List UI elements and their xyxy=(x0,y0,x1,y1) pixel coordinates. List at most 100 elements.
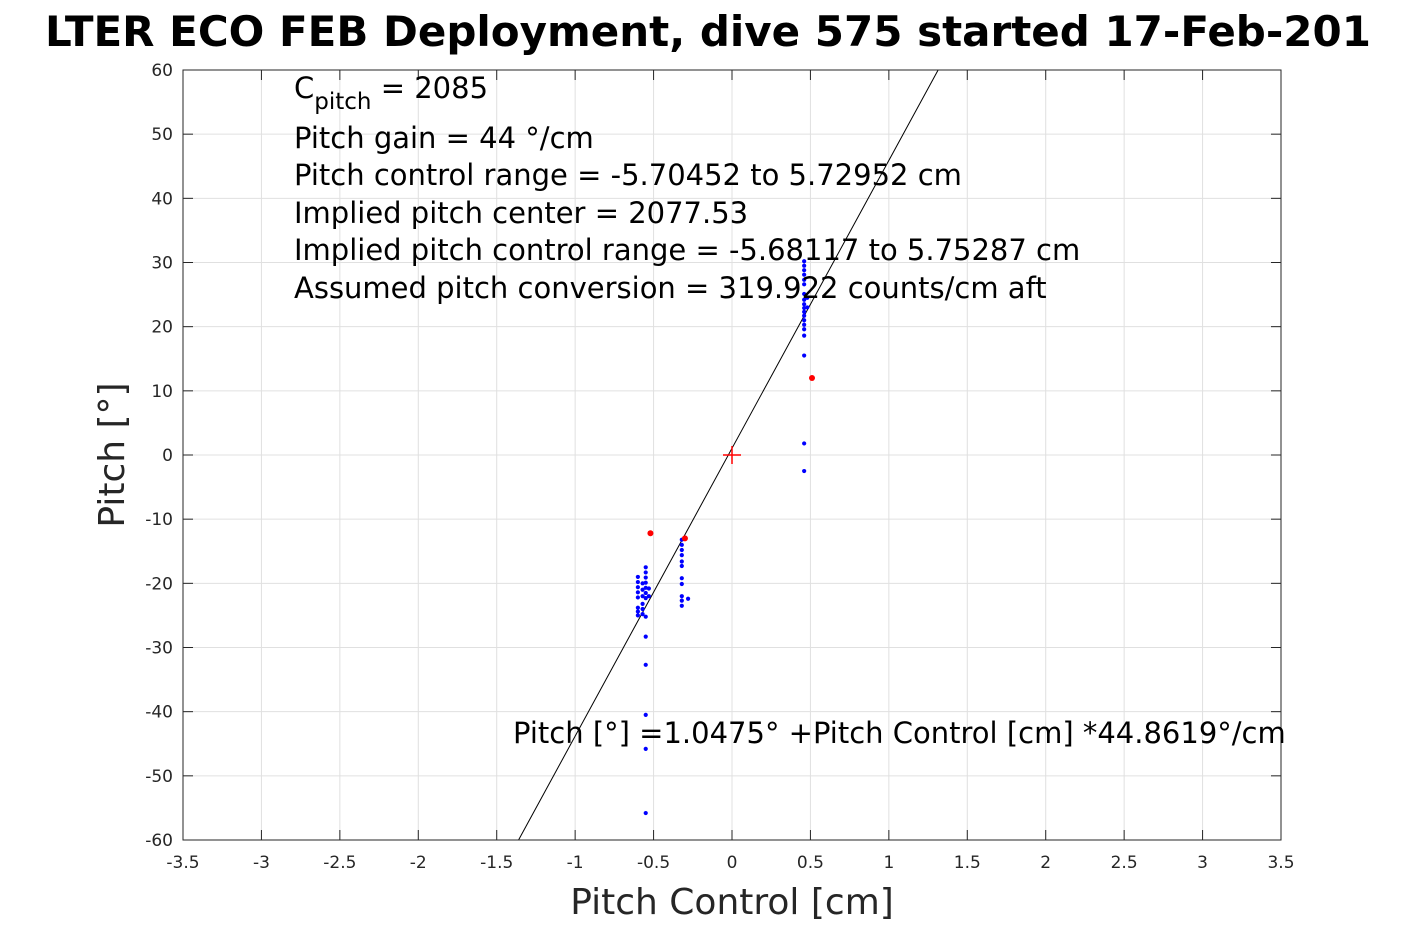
data-point xyxy=(635,574,640,580)
c-pitch-subscript: pitch xyxy=(314,89,371,115)
annotation-implied-pitch-center: Implied pitch center = 2077.53 xyxy=(294,196,748,230)
x-tick-label: -2.5 xyxy=(323,853,356,873)
x-tick-label: -1 xyxy=(567,853,584,873)
data-point xyxy=(643,712,648,717)
c-pitch-symbol: C xyxy=(294,71,314,105)
data-point xyxy=(679,553,684,558)
chart-title: LTER ECO FEB Deployment, dive 575 starte… xyxy=(45,7,1371,56)
data-point xyxy=(802,468,807,474)
data-point xyxy=(635,613,640,618)
x-tick-label: 0.5 xyxy=(797,853,824,873)
x-tick-label: -1.5 xyxy=(480,853,513,873)
x-tick-label: 2 xyxy=(1040,853,1051,873)
data-point xyxy=(635,595,640,600)
data-point xyxy=(643,614,648,619)
annotation-pitch-control-range: Pitch control range = -5.70452 to 5.7295… xyxy=(294,158,962,192)
y-tick-label: 50 xyxy=(151,125,173,145)
data-point xyxy=(802,309,807,315)
data-point xyxy=(643,746,648,751)
data-point xyxy=(802,268,807,273)
data-point xyxy=(802,333,807,338)
x-tick-label: 1 xyxy=(883,853,894,873)
data-point xyxy=(643,662,648,667)
annotation-implied-pitch-control-range: Implied pitch control range = -5.68117 t… xyxy=(294,233,1080,267)
plot-frame xyxy=(182,69,1282,841)
data-point xyxy=(635,579,640,585)
x-tick-label: -2 xyxy=(410,853,427,873)
y-tick-label: -10 xyxy=(145,510,173,530)
data-point xyxy=(802,313,807,318)
y-tick-label: -30 xyxy=(145,639,173,659)
data-point xyxy=(640,612,645,617)
x-tick-label: 2.5 xyxy=(1111,853,1138,873)
x-tick-label: 0 xyxy=(727,853,738,873)
y-tick-label: -40 xyxy=(145,703,173,723)
data-point xyxy=(802,302,807,307)
data-point xyxy=(679,598,684,603)
data-point xyxy=(679,576,684,581)
data-point xyxy=(640,601,645,606)
y-tick-label: 10 xyxy=(151,382,173,402)
data-point xyxy=(640,606,645,612)
data-point xyxy=(679,542,684,547)
data-point xyxy=(679,581,684,587)
data-point xyxy=(643,595,648,601)
annotation-fit-equation: Pitch [°] =1.0475° +Pitch Control [cm] *… xyxy=(513,716,1286,750)
data-point xyxy=(802,353,807,358)
data-point xyxy=(679,594,684,599)
y-tick-label: 60 xyxy=(151,61,173,81)
data-point xyxy=(802,441,807,446)
data-point xyxy=(802,327,807,332)
y-tick-label: -20 xyxy=(145,574,173,594)
y-tick-label: -50 xyxy=(145,767,173,787)
data-point xyxy=(640,581,645,586)
annotation-c-pitch: Cpitch = 2085 xyxy=(294,71,488,115)
y-tick-label: -60 xyxy=(145,831,173,851)
data-point xyxy=(802,263,807,268)
data-point xyxy=(643,580,648,585)
data-point xyxy=(643,810,648,816)
data-point xyxy=(802,305,807,311)
x-tick-label: -3 xyxy=(253,853,270,873)
data-point xyxy=(802,282,807,287)
x-tick-label: 1.5 xyxy=(954,853,981,873)
y-tick-label: 30 xyxy=(151,254,173,274)
c-pitch-value: = 2085 xyxy=(371,71,488,105)
data-point xyxy=(643,565,648,570)
outlier-point xyxy=(647,530,654,537)
data-point xyxy=(646,586,651,591)
data-point xyxy=(805,295,810,300)
data-point xyxy=(640,594,645,599)
data-point xyxy=(679,559,684,564)
ticks-layer: -3.5 -3 -2.5 -2 -1.5 -1 -0.5 0 0.5 1 1.5 2 2.5 3 3.5 -6… xyxy=(145,61,1294,873)
data-point xyxy=(802,291,807,297)
data-point xyxy=(635,590,640,595)
data-point xyxy=(805,305,810,310)
x-axis-label: Pitch Control [cm] xyxy=(570,882,894,923)
data-point xyxy=(685,596,691,601)
data-point xyxy=(643,575,648,580)
data-point xyxy=(643,585,648,590)
y-tick-label: 20 xyxy=(151,318,173,338)
data-point xyxy=(802,297,807,302)
x-tick-label: 3.5 xyxy=(1267,853,1294,873)
data-point xyxy=(643,570,648,575)
y-axis-label: Pitch [°] xyxy=(92,382,133,527)
data-point xyxy=(635,605,640,610)
y-tick-label: 40 xyxy=(151,189,173,209)
grid-layer xyxy=(182,69,1282,841)
x-tick-label: -0.5 xyxy=(637,853,670,873)
data-point xyxy=(802,259,807,264)
annotation-assumed-pitch-conversion: Assumed pitch conversion = 319.922 count… xyxy=(294,271,1047,305)
annotation-pitch-gain: Pitch gain = 44 °/cm xyxy=(294,121,594,155)
data-point xyxy=(802,322,807,327)
data-point xyxy=(802,272,807,277)
x-tick-label: 3 xyxy=(1197,853,1208,873)
outlier-point xyxy=(808,375,815,381)
points-layer xyxy=(635,259,815,816)
data-point xyxy=(635,585,640,590)
data-point xyxy=(802,318,807,323)
y-tick-label: 0 xyxy=(162,446,173,466)
